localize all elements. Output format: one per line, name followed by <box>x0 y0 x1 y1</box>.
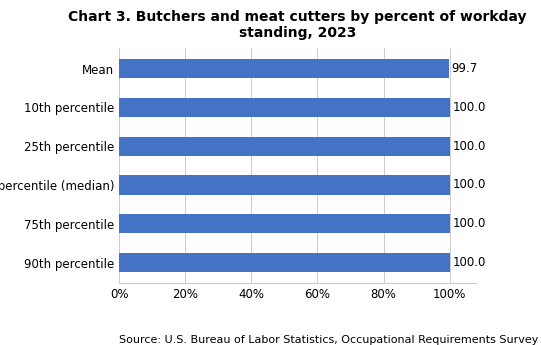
Text: 100.0: 100.0 <box>452 256 486 269</box>
Text: 100.0: 100.0 <box>452 178 486 191</box>
Bar <box>119 175 450 195</box>
Title: Chart 3. Butchers and meat cutters by percent of workday
standing, 2023: Chart 3. Butchers and meat cutters by pe… <box>68 10 527 40</box>
Bar <box>119 59 448 78</box>
Text: 100.0: 100.0 <box>452 101 486 114</box>
Text: Source: U.S. Bureau of Labor Statistics, Occupational Requirements Survey: Source: U.S. Bureau of Labor Statistics,… <box>119 335 538 345</box>
Bar <box>119 214 450 234</box>
Text: 100.0: 100.0 <box>452 140 486 153</box>
Text: 100.0: 100.0 <box>452 217 486 230</box>
Bar <box>119 253 450 272</box>
Text: 99.7: 99.7 <box>451 62 478 75</box>
Bar <box>119 137 450 156</box>
Bar <box>119 98 450 117</box>
